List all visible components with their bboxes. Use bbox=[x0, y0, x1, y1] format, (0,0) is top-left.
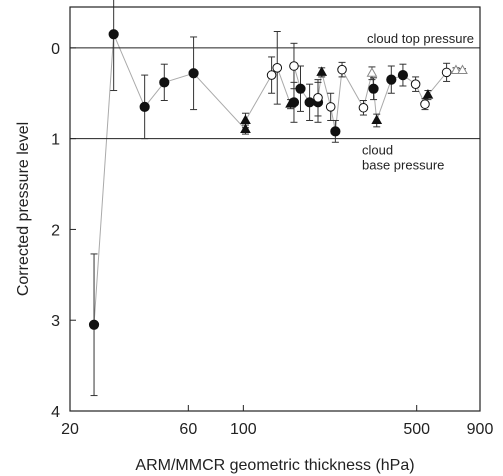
data-point bbox=[139, 101, 150, 112]
y-tick-label: 3 bbox=[51, 313, 60, 330]
data-point bbox=[358, 102, 369, 113]
data-point bbox=[88, 319, 100, 330]
data-point bbox=[368, 83, 379, 94]
data-point bbox=[188, 68, 199, 79]
y-tick-label: 4 bbox=[51, 404, 60, 421]
axis-ticks: 20 60 100 500 900 0 1 2 3 4 bbox=[51, 41, 493, 438]
x-tick-label: 900 bbox=[467, 421, 494, 438]
data-point bbox=[422, 89, 434, 99]
y-axis-label: Corrected pressure level bbox=[15, 122, 32, 296]
data-point bbox=[420, 99, 430, 109]
error-bars bbox=[90, 0, 466, 397]
plot-frame bbox=[69, 6, 481, 412]
data-point bbox=[386, 74, 397, 85]
cloud-base-label-line-2: base pressure bbox=[362, 158, 444, 173]
data-point bbox=[240, 114, 251, 124]
data-point bbox=[266, 70, 277, 80]
x-tick-label: 20 bbox=[61, 421, 79, 438]
y-tick-label: 1 bbox=[51, 132, 60, 149]
data-point bbox=[159, 77, 170, 88]
data-point bbox=[330, 126, 341, 137]
data-point bbox=[450, 64, 462, 75]
y-tick-label: 2 bbox=[51, 222, 60, 239]
data-point bbox=[313, 92, 323, 103]
data-point bbox=[316, 66, 328, 76]
cloud-top-label: cloud top pressure bbox=[367, 31, 474, 46]
x-tick-label: 100 bbox=[230, 421, 257, 438]
data-point bbox=[289, 61, 299, 71]
data-point bbox=[304, 97, 315, 108]
reference-lines bbox=[70, 47, 480, 140]
data-point bbox=[371, 114, 383, 124]
cloud-base-label-line-1: cloud bbox=[362, 143, 393, 158]
data-point bbox=[272, 63, 283, 73]
data-point bbox=[366, 67, 378, 77]
data-point bbox=[397, 69, 409, 81]
data-point bbox=[240, 123, 251, 134]
data-point bbox=[457, 64, 468, 75]
x-axis-label: ARM/MMCR geometric thickness (hPa) bbox=[135, 457, 414, 474]
x-tick-label: 60 bbox=[179, 421, 197, 438]
x-tick-label: 500 bbox=[403, 421, 430, 438]
data-point bbox=[337, 64, 347, 75]
y-tick-label: 0 bbox=[51, 41, 60, 58]
data-point bbox=[108, 29, 119, 40]
data-point bbox=[441, 67, 452, 78]
data-point bbox=[325, 102, 336, 112]
data-point bbox=[295, 83, 306, 94]
data-point bbox=[288, 97, 300, 108]
data-point bbox=[410, 79, 421, 89]
data-markers bbox=[88, 29, 468, 330]
